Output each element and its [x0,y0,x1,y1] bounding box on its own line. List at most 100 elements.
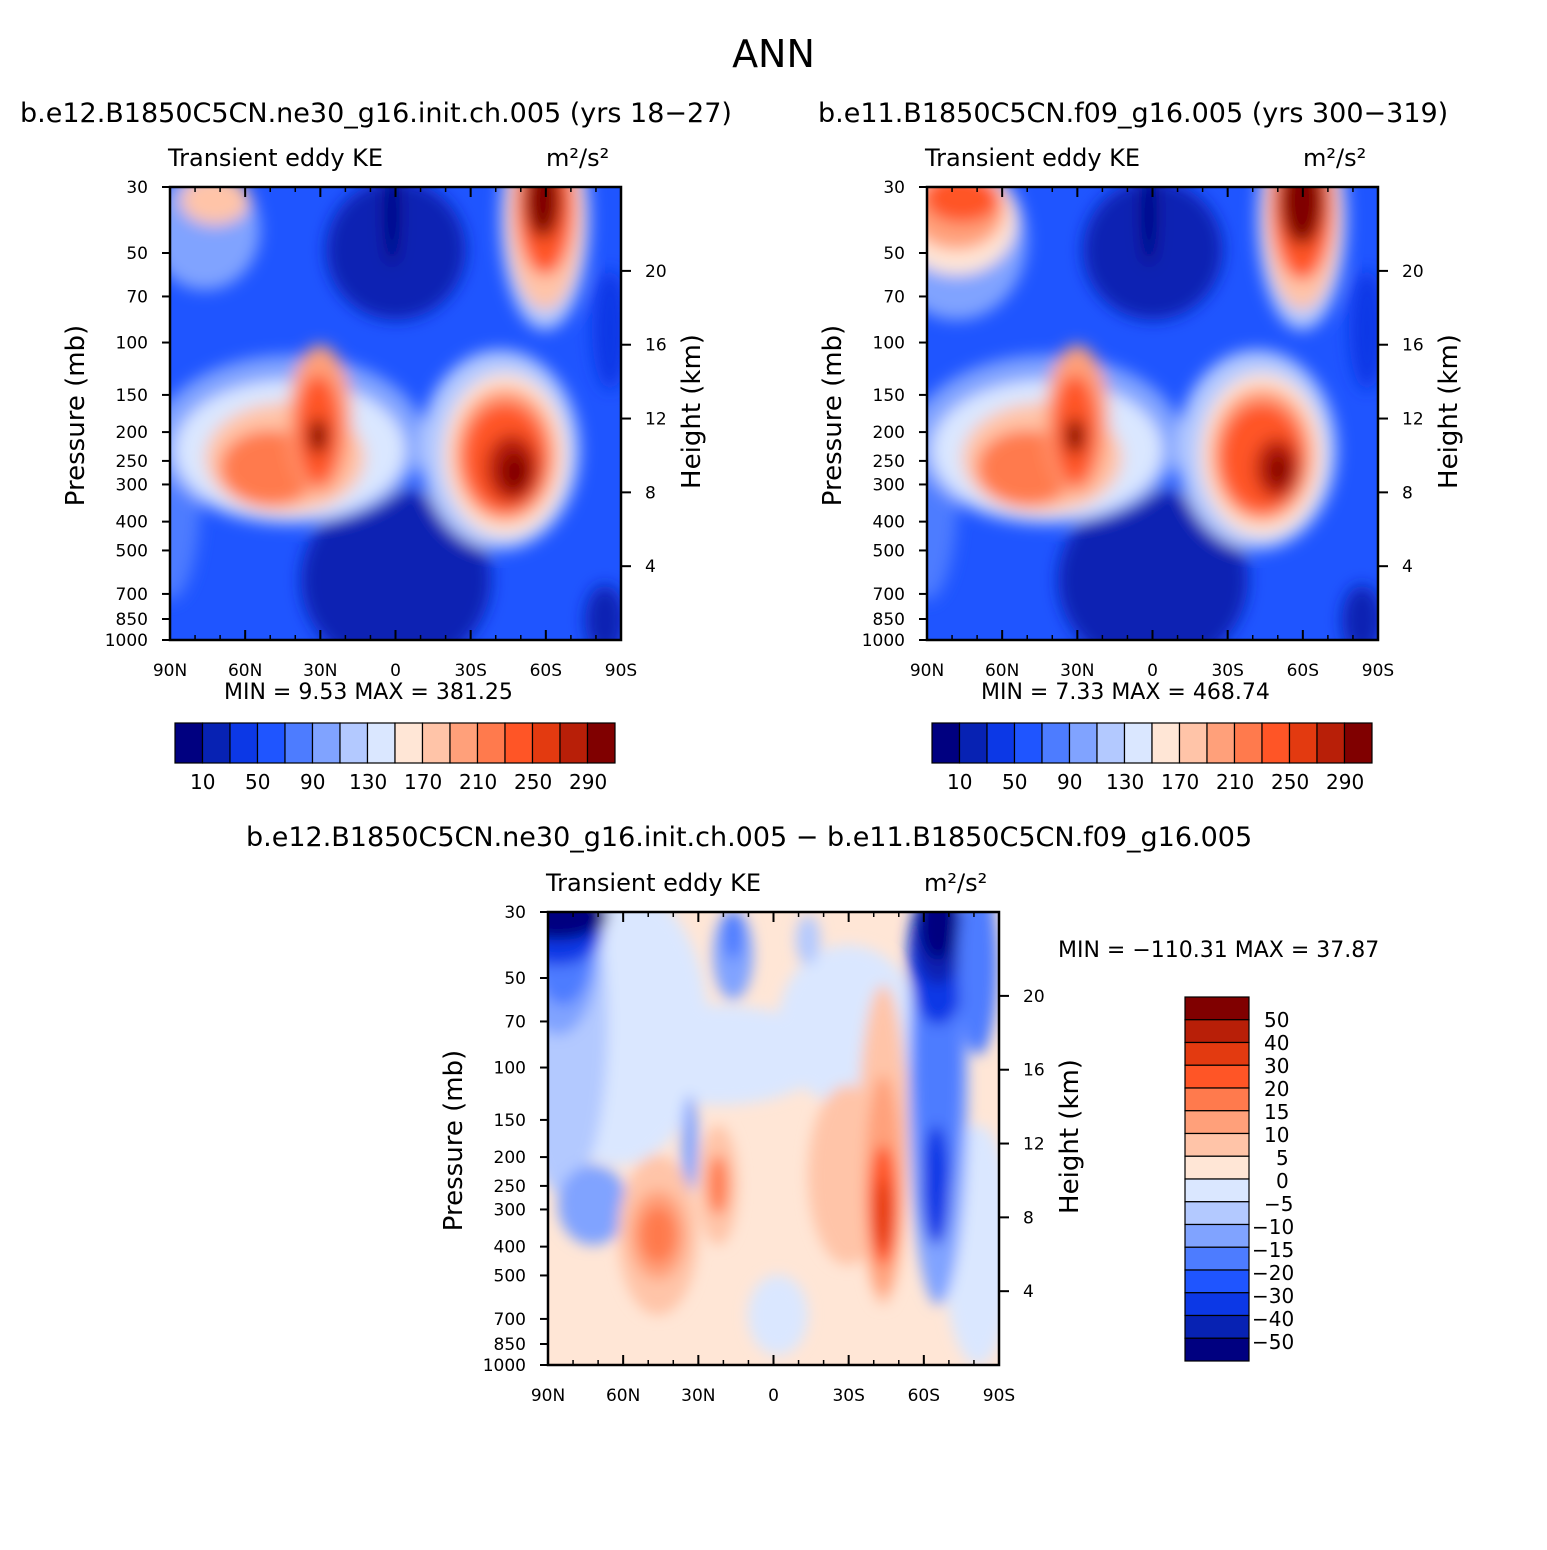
right-x-tick-label: 30N [1060,661,1094,681]
right-colorbar-cell [1096,722,1126,764]
right-x-tick-label: 90N [910,661,944,681]
left-x-tick-label: 90N [153,661,187,681]
left-height-tick-label: 8 [645,483,656,503]
left-y-tick-label: 300 [116,475,148,495]
left-y-tick-label: 400 [116,513,148,533]
diff-ylabel: Pressure (mb) [439,1050,469,1231]
right-y-tick-label: 250 [873,452,905,472]
left-x-tick-label: 0 [390,661,401,681]
left-y2label: Height (km) [677,334,707,489]
right-colorbar-cell [1151,722,1181,764]
right-colorbar-cell [1041,722,1071,764]
left-colorbar-label: 210 [459,770,498,794]
left-panel-minmax: MIN = 9.53 MAX = 381.25 [224,680,513,705]
diff-colorbar [1184,996,1250,1362]
left-colorbar-cell [586,722,616,764]
right-colorbar-cell [986,722,1016,764]
left-y-tick-label: 50 [126,244,148,264]
right-x-tick-label: 30S [1211,661,1243,681]
right-colorbar-cell [1178,722,1208,764]
diff-y-tick-label: 1000 [483,1356,526,1376]
left-x-tick-label: 30S [454,661,486,681]
left-colorbar-cell [201,722,231,764]
right-y-tick-label: 70 [883,287,905,307]
diff-height-tick-label: 20 [1023,987,1045,1007]
right-y-tick-label: 500 [873,541,905,561]
diff-y-tick-label: 850 [494,1335,526,1355]
right-height-tick-label: 20 [1402,262,1424,282]
diff-colorbar-label: −40 [1252,1307,1295,1331]
left-colorbar-cell [504,722,534,764]
diff-colorbar-cell [1184,1314,1250,1339]
left-x-tick-label: 30N [303,661,337,681]
diff-height-tick-label: 12 [1023,1135,1045,1155]
diff-x-tick-label: 30S [832,1386,864,1406]
left-y-tick-label: 200 [116,423,148,443]
diff-colorbar-cell [1184,1201,1250,1226]
right-y-tick-label: 100 [873,334,905,354]
left-x-tick-label: 60S [530,661,562,681]
left-colorbar-cell [311,722,341,764]
left-colorbar-cell [174,722,204,764]
left-height-tick-label: 12 [645,410,667,430]
right-x-tick-label: 60N [985,661,1019,681]
left-panel-units: m²/s² [546,144,610,172]
diff-colorbar-cell [1184,1292,1250,1317]
right-y-tick-label: 200 [873,423,905,443]
diff-y-tick-label: 300 [494,1200,526,1220]
diff-height-tick-label: 16 [1023,1061,1045,1081]
right-colorbar-label: 290 [1326,770,1365,794]
page-title: ANN [732,32,815,76]
diff-colorbar-cell [1184,1155,1250,1180]
diff-panel-variable-label: Transient eddy KE [546,869,762,897]
right-colorbar-cell [1288,722,1318,764]
diff-colorbar-label: 20 [1264,1077,1290,1101]
right-y-tick-label: 30 [883,178,905,198]
right-colorbar-cell [958,722,988,764]
right-colorbar-label: 130 [1106,770,1145,794]
diff-colorbar-label: 50 [1264,1008,1290,1032]
diff-colorbar-cells [1184,996,1250,1362]
right-colorbar-cell [1233,722,1263,764]
diff-colorbar-cell [1184,1132,1250,1157]
diff-x-tick-label: 90N [531,1386,565,1406]
left-colorbar-label: 250 [514,770,553,794]
right-y2label: Height (km) [1434,334,1464,489]
left-colorbar-label: 290 [569,770,608,794]
diff-colorbar-label: 30 [1264,1054,1290,1078]
right-colorbar-label: 250 [1271,770,1310,794]
right-colorbar-cell [1316,722,1346,764]
diff-y-tick-label: 30 [504,903,526,923]
diff-y-tick-label: 700 [494,1310,526,1330]
diff-y2label: Height (km) [1055,1059,1085,1214]
right-colorbar-label: 90 [1057,770,1083,794]
diff-height-tick-label: 4 [1023,1282,1034,1302]
left-axes: 90N 60N 30N 0 30S 60S 90S 30 50 70 100 150 200 250 300… [61,178,707,681]
right-colorbar-label: 210 [1216,770,1255,794]
left-y-tick-label: 100 [116,334,148,354]
right-colorbar-cell [1123,722,1153,764]
diff-panel-minmax: MIN = −110.31 MAX = 37.87 [1058,938,1380,963]
diff-colorbar-cell [1184,1064,1250,1089]
right-height-tick-label: 16 [1402,336,1424,356]
diff-contour-plot: 90N 60N 30N 0 30S 60S 90S 30 50 70 100 150 200 250 300… [439,903,1085,1406]
diff-colorbar-cell [1184,1246,1250,1271]
right-height-tick-label: 4 [1402,557,1413,577]
right-x-tick-label: 0 [1147,661,1158,681]
left-colorbar-cell [339,722,369,764]
left-x-tick-label: 90S [605,661,637,681]
left-colorbar-cells [174,722,616,764]
left-panel-title: b.e12.B1850C5CN.ne30_g16.init.ch.005 (yr… [20,98,732,129]
right-colorbar-cells [931,722,1373,764]
right-colorbar-cell [1013,722,1043,764]
diff-y-tick-label: 400 [494,1238,526,1258]
diff-y-tick-label: 250 [494,1177,526,1197]
left-height-tick-label: 4 [645,557,656,577]
right-colorbar-cell [1206,722,1236,764]
diff-y-tick-label: 70 [504,1012,526,1032]
left-contour-field [170,187,621,640]
right-x-tick-label: 60S [1287,661,1319,681]
left-height-tick-label: 16 [645,336,667,356]
diff-x-tick-label: 0 [768,1386,779,1406]
diff-contour-field [548,912,999,1365]
